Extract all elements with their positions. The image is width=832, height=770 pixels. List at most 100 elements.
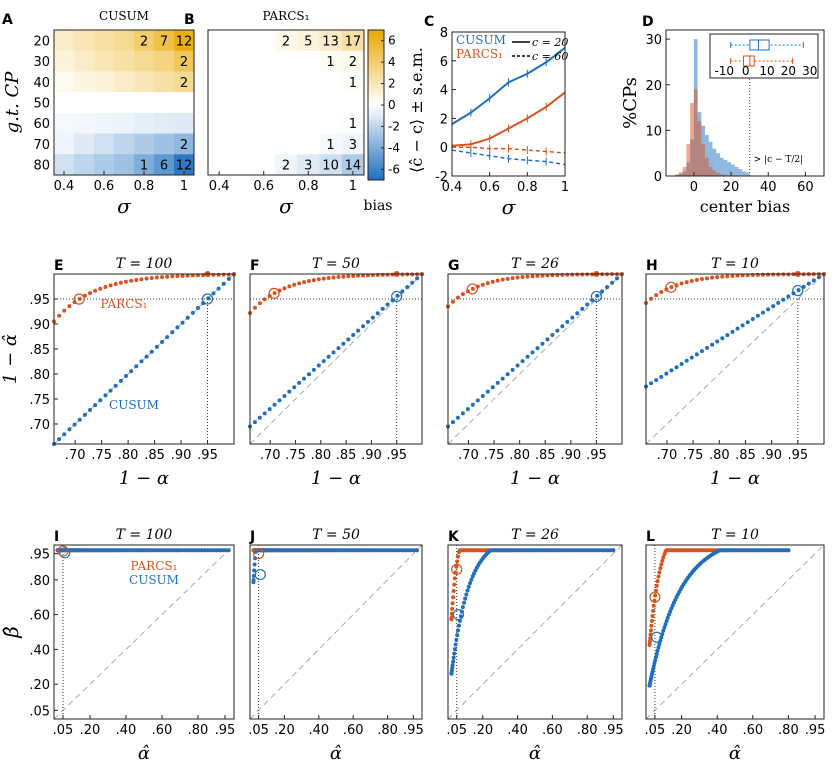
cusum-point (605, 285, 610, 290)
parcs-point (252, 305, 257, 310)
parcs-point (535, 273, 540, 278)
cusum-selected-marker (792, 284, 804, 297)
parcs-point (336, 274, 341, 279)
cusum-point (591, 548, 596, 553)
parcs-point (356, 273, 361, 278)
parcs-point (326, 275, 331, 280)
cusum-point (252, 562, 257, 567)
cusum-point (570, 315, 575, 320)
parcs-point (165, 274, 170, 279)
cusum-point (580, 306, 585, 311)
cusum-point (505, 372, 510, 377)
parcs-point (346, 274, 351, 279)
cusum-point (455, 415, 460, 420)
cusum-point (57, 437, 62, 442)
parcs-point (144, 276, 149, 281)
heatmap-cell (297, 71, 320, 93)
parcs-point (272, 291, 277, 296)
histogram-bar-cusum (727, 162, 732, 176)
parcs-point (124, 279, 128, 284)
cusum-point (406, 548, 411, 553)
cusum-point (62, 432, 67, 437)
x-tick-label: .80 (377, 723, 398, 738)
axes-frame (249, 273, 423, 445)
x-axis-label: α̂ (330, 743, 342, 764)
cusum-point (252, 568, 257, 573)
cusum-point (611, 548, 616, 553)
y-tick-label: 30 (33, 55, 50, 70)
cell-count-label: 6 (160, 159, 168, 174)
cusum-point (221, 281, 226, 286)
cell-count-label: 2 (180, 76, 188, 91)
cusum-point (520, 359, 525, 364)
panel-label-D: D (642, 14, 654, 30)
cusum-point (510, 367, 515, 372)
parcs-point (77, 296, 82, 301)
heatmap-cell (274, 92, 298, 114)
heatmap-cell (208, 154, 231, 176)
cusum-point (277, 398, 282, 403)
heatmap-cell (174, 154, 195, 176)
panel-label-L: L (646, 529, 655, 545)
cusum-point (390, 298, 395, 303)
cusum-point (124, 374, 128, 378)
diagonal-reference (447, 273, 623, 445)
legend-cusum: CUSUM (109, 398, 159, 412)
axes-frame (53, 544, 235, 720)
heatmap-cell (319, 133, 343, 155)
panel-title: T = 26 (511, 527, 559, 543)
cusum-point (652, 661, 657, 666)
parcs-point (649, 296, 654, 301)
cusum-point (180, 548, 185, 553)
parcs-point (297, 281, 302, 286)
x-tick-label: .85 (336, 448, 357, 463)
histogram-bar-cusum (734, 166, 739, 176)
parcs-point (216, 272, 221, 277)
cusum-point (385, 302, 390, 307)
cusum-point (253, 556, 258, 561)
parcs-point (485, 281, 490, 286)
cusum-point (689, 355, 694, 360)
heatmap-cell (274, 154, 298, 176)
cusum-point (361, 324, 366, 329)
cusum-point (165, 335, 170, 340)
cusum-point (346, 337, 351, 342)
parcs-point (211, 272, 216, 277)
heatmap-cell (274, 30, 298, 52)
heatmap-cell (154, 154, 175, 176)
heatmap-cell (154, 92, 175, 114)
x-tick-label: .60 (343, 723, 364, 738)
heatmap-cell (114, 133, 135, 155)
heatmap-cell (74, 50, 95, 72)
cusum-point (297, 380, 302, 385)
cusum-point (450, 420, 455, 425)
cusum-point (414, 548, 419, 553)
heatmap-cell (252, 30, 276, 52)
cusum-point (663, 622, 668, 627)
cusum-point (386, 548, 391, 553)
heatmap-cell (174, 71, 195, 93)
parcs-point (657, 570, 662, 575)
cusum-point (585, 548, 590, 553)
inset-tick-label: 30 (802, 64, 817, 78)
x-tick-label: .40 (116, 723, 137, 738)
parcs-point (302, 280, 307, 285)
parcs-point (684, 280, 689, 285)
x-tick-label: .95 (787, 448, 808, 463)
y-tick-label: 0 (654, 170, 662, 185)
colorbar-label: bias (364, 198, 393, 214)
parcs-selected-marker (466, 283, 478, 295)
y-tick-label: .80 (29, 574, 50, 589)
cell-count-label: 1 (326, 138, 334, 153)
cusum-point (600, 289, 605, 294)
parcs-point (450, 299, 455, 304)
cusum-point (720, 336, 725, 341)
x-tick-label: .75 (285, 448, 306, 463)
parcs-point (257, 301, 262, 306)
boxplot-box (743, 55, 755, 67)
axes-frame (447, 273, 623, 445)
parcs-selected-marker (451, 563, 463, 575)
cell-count-label: 12 (176, 34, 193, 49)
x-tick-label: 0.6 (253, 179, 274, 194)
y-tick-label: 10 (645, 124, 662, 139)
